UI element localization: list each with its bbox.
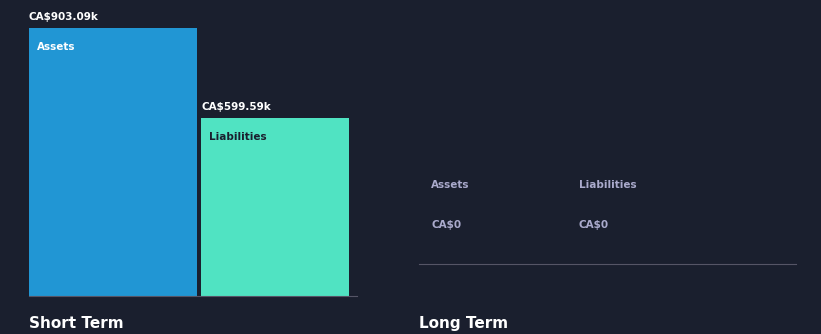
FancyBboxPatch shape <box>29 28 197 296</box>
Text: Liabilities: Liabilities <box>209 132 267 142</box>
Text: Short Term: Short Term <box>29 316 123 331</box>
Text: Assets: Assets <box>431 180 470 190</box>
Text: Long Term: Long Term <box>419 316 508 331</box>
Text: CA$599.59k: CA$599.59k <box>201 102 271 112</box>
Text: Liabilities: Liabilities <box>579 180 636 190</box>
Text: CA$903.09k: CA$903.09k <box>29 12 99 22</box>
FancyBboxPatch shape <box>201 118 349 296</box>
Text: CA$0: CA$0 <box>431 220 461 230</box>
Text: Assets: Assets <box>37 42 76 52</box>
Text: CA$0: CA$0 <box>579 220 609 230</box>
